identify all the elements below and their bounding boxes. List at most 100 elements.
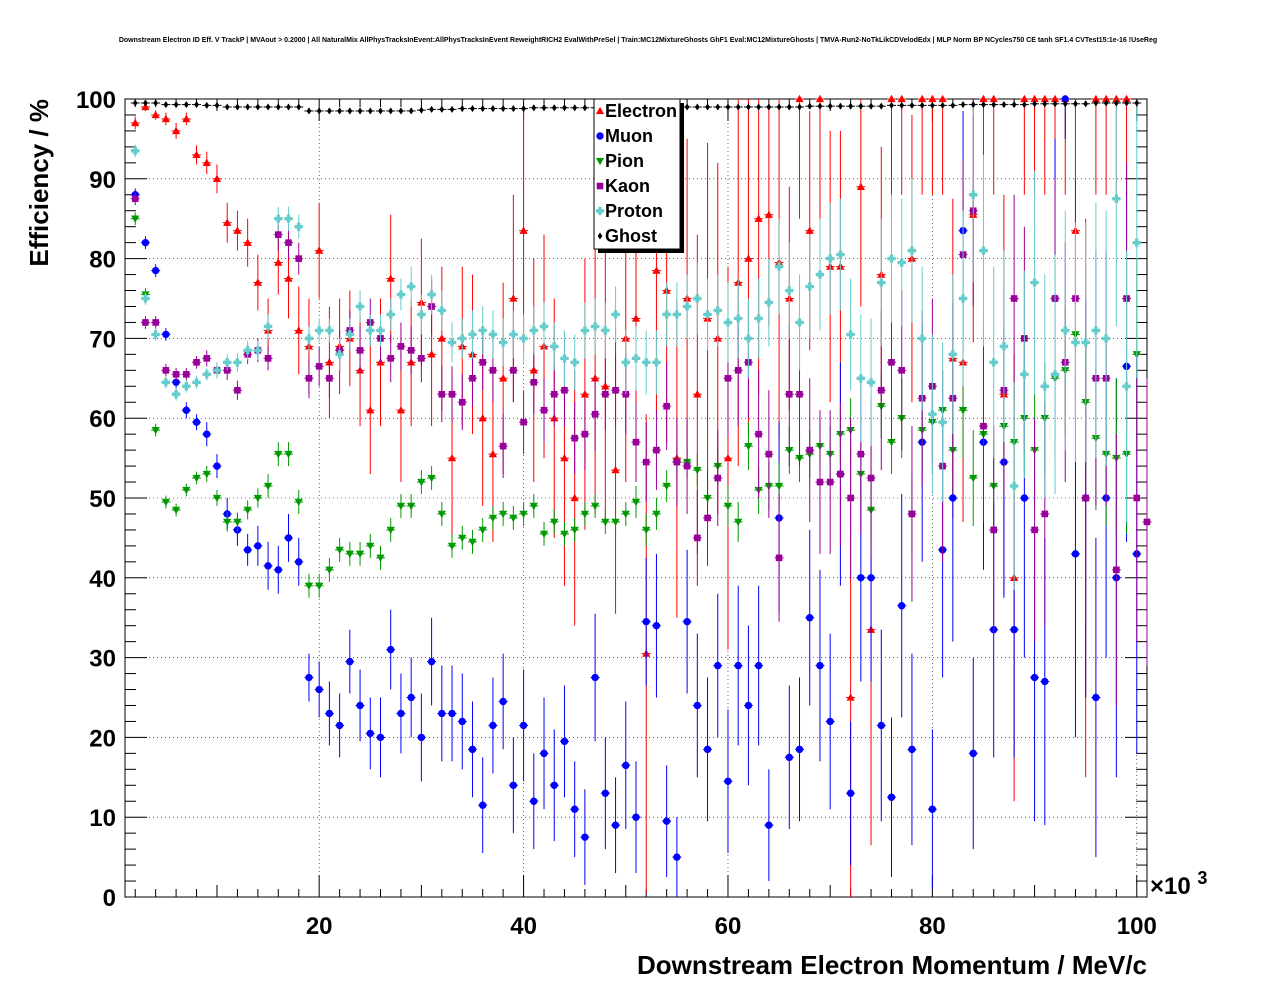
electron-point [284,274,293,282]
kaon-point [438,390,446,398]
ghost-point [1113,99,1119,107]
proton-point [866,378,876,387]
kaon-point [1143,518,1151,526]
ghost-point [224,103,230,111]
kaon-point [775,554,783,562]
pion-point [396,502,406,511]
electron-point [151,110,160,119]
pion-point [233,518,242,527]
proton-point [1030,278,1039,287]
muon-point [673,853,681,861]
kaon-point [152,319,159,326]
electron-point [161,114,170,123]
kaon-point [908,510,916,518]
muon-point [540,749,548,758]
proton-point [519,334,528,343]
ghost-point [327,107,332,115]
pion-point [468,538,477,547]
kaon-point [826,478,834,486]
ghost-point [531,104,537,112]
muon-point [284,534,293,542]
proton-point [969,190,978,199]
proton-point [785,286,794,295]
ghost-point [930,101,935,109]
x-axis-exponent-base: ×10 [1150,873,1191,900]
kaon-point [765,450,773,458]
pion-point [601,518,610,527]
ghost-point [1021,101,1027,109]
y-tick-label: 100 [76,87,116,114]
muon-point [601,789,610,797]
ghost-point [378,107,383,115]
proton-point [161,378,170,387]
proton-point [938,418,947,427]
muon-point [335,721,344,730]
electron-point [171,126,181,135]
kaon-point [980,422,987,430]
muon-point [826,717,834,726]
ghost-point [776,103,782,111]
pion-point [447,542,457,551]
proton-point [1081,338,1090,347]
muon-point [734,661,742,670]
proton-point [182,382,191,391]
pion-point [182,486,191,495]
pion-point [621,510,630,519]
muon-point [468,745,477,754]
ghost-point [991,101,997,109]
kaon-point [642,458,650,466]
proton-point [499,338,508,347]
ghost-point [306,107,312,115]
kaon-point [479,359,487,366]
proton-point [294,222,303,231]
kaon-point [315,363,323,370]
pion-point [723,502,733,511]
pion-point [539,530,549,539]
ghost-point [490,105,496,113]
muon-point [448,709,456,718]
ghost-point [153,99,159,107]
ghost-point [347,107,353,115]
muon-point [754,661,763,670]
chart-title: Downstream Electron ID Eff. V TrackP | M… [119,37,1157,44]
proton-point [560,354,569,363]
ghost-point [408,107,414,115]
electron-point [478,413,487,422]
proton-point [611,310,620,319]
pion-point [417,478,426,487]
ghost-point [684,103,690,111]
kaon-point [326,374,333,382]
electron-point [223,218,232,226]
ghost-point [1134,99,1140,107]
legend-marker-kaon [596,182,604,190]
kaon-point [387,355,395,362]
kaon-point [724,374,732,382]
proton-point [325,326,334,335]
ghost-point [838,102,843,110]
kaon-point [612,386,619,394]
pion-point [131,215,140,223]
legend: Electron Muon Pion Kaon Proton Ghost [593,98,684,253]
kaon-point [990,526,998,534]
pion-point [161,498,170,507]
muon-point [274,566,282,574]
ghost-point [1062,100,1068,108]
proton-point [897,258,906,267]
ghost-point [132,99,138,107]
proton-point [315,326,324,335]
muon-point [591,673,599,682]
muon-point [570,805,579,813]
kaon-point [653,446,660,454]
muon-point [417,733,426,742]
ghost-point [817,102,823,110]
y-tick-label: 20 [89,725,116,752]
kaon-point [489,367,497,374]
proton-point [141,294,150,303]
proton-point [979,246,988,255]
pion-point [550,518,559,527]
muon-point [203,430,211,438]
ghost-point [265,103,271,111]
muon-point [519,721,528,730]
kaon-point [857,450,865,458]
electron-point [396,406,406,414]
